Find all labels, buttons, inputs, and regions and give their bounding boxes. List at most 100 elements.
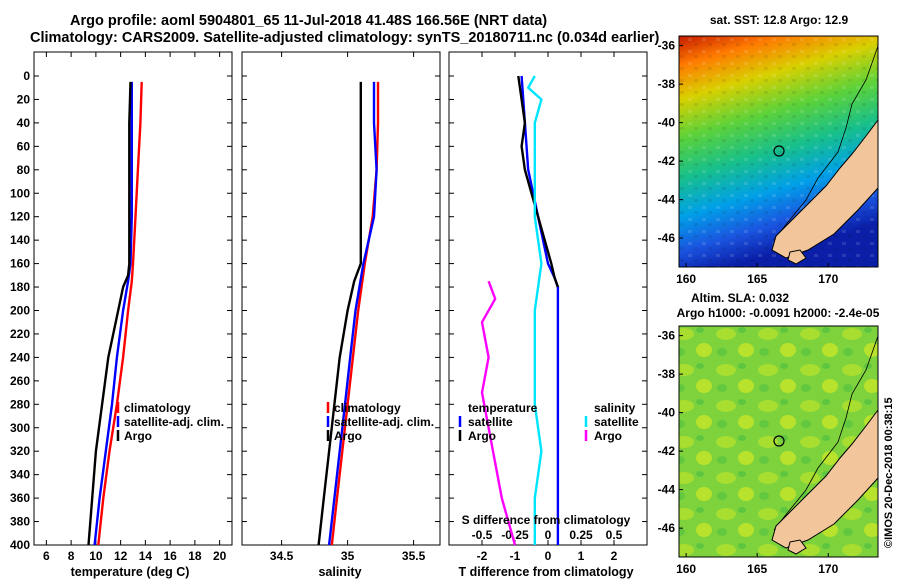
y-tick-label: 80 xyxy=(17,163,31,177)
map-x-tick-label: 165 xyxy=(747,562,767,576)
y-tick-label: 380 xyxy=(10,515,30,529)
legend-label-argo: Argo xyxy=(124,429,152,443)
y-tick-label: 180 xyxy=(10,280,30,294)
s-tick-label: -0.5 xyxy=(472,528,493,542)
x-tick-label: -1 xyxy=(510,549,521,563)
x-tick-label: 20 xyxy=(213,549,227,563)
map-y-tick-label: -44 xyxy=(658,193,676,207)
x-tick-label: 12 xyxy=(114,549,128,563)
y-tick-label: 20 xyxy=(17,92,31,106)
y-tick-label: 100 xyxy=(10,186,30,200)
map-y-tick-label: -38 xyxy=(658,367,676,381)
difference-panel: -2 -1 0 1 2 -0.5 -0.25 0 0.25 0.5 xyxy=(448,51,648,563)
y-tick-label: 240 xyxy=(10,350,30,364)
sla-argo-position-marker xyxy=(773,435,785,447)
sst-stewart-island xyxy=(787,249,807,265)
y-tick-label: 160 xyxy=(10,257,30,271)
y-tick-label: 140 xyxy=(10,233,30,247)
y-tick-label: 400 xyxy=(10,538,30,552)
sst-map-frame xyxy=(678,35,879,268)
series-line-satellite-adj-clim- xyxy=(93,81,134,546)
sla-map-title-1: Altim. SLA: 0.032 xyxy=(691,291,789,305)
s-difference-label: S difference from climatology xyxy=(462,513,631,527)
map-y-tick-label: -36 xyxy=(658,39,676,53)
series-line-argo xyxy=(317,81,362,546)
map-y-tick-label: -46 xyxy=(658,521,676,535)
s-tick-label: 0 xyxy=(545,528,552,542)
series-line-s-argo xyxy=(480,280,517,546)
series-line-climatology xyxy=(330,81,380,546)
map-y-tick-label: -42 xyxy=(658,444,676,458)
map-y-tick-label: -36 xyxy=(658,329,676,343)
sst-texture xyxy=(679,36,878,267)
series-line-s-satellite xyxy=(527,75,543,545)
y-tick-label: 120 xyxy=(10,210,30,224)
y-tick-label: 300 xyxy=(10,421,30,435)
imos-credit: ©IMOS 20-Dec-2018 00:38:15 xyxy=(883,397,895,548)
sst-map-axes: 160 165 170 -36 -38 -40 -42 -44 -46 xyxy=(658,39,839,286)
difference-plot-frame xyxy=(448,51,648,546)
sla-stewart-island xyxy=(787,539,807,555)
sst-land xyxy=(771,118,879,259)
x-tick-label: 14 xyxy=(139,549,153,563)
legend-label-climatology: climatology xyxy=(124,401,191,415)
x-tick-label: 8 xyxy=(68,549,75,563)
legend-label-satellite: satellite-adj. clim. xyxy=(124,415,224,429)
sla-coastline-shelf xyxy=(773,335,879,531)
temperature-panel: 0 20 40 60 80 100 120 140 160 180 200 220 240 260 280 3… xyxy=(10,51,233,563)
sla-map-axes: 160 165 170 -36 -38 -40 -42 -44 -46 xyxy=(658,329,839,576)
difference-legend: temperature satellite Argo salinity sate… xyxy=(458,401,639,443)
legend-label-argo: Argo xyxy=(334,429,362,443)
y-tick-label: 260 xyxy=(10,374,30,388)
temperature-legend: climatology satellite-adj. clim. Argo xyxy=(116,401,224,443)
salinity-xlabel: salinity xyxy=(318,565,361,579)
s-tick-label: 0.25 xyxy=(569,528,593,542)
legend-title-salinity: salinity xyxy=(594,401,636,415)
legend-label-s-argo: Argo xyxy=(594,429,622,443)
y-tick-label: 220 xyxy=(10,327,30,341)
legend-label-t-argo: Argo xyxy=(468,429,496,443)
map-y-tick-label: -46 xyxy=(658,231,676,245)
s-tick-label: 0.5 xyxy=(606,528,623,542)
sst-map-title: sat. SST: 12.8 Argo: 12.9 xyxy=(710,13,849,27)
temperature-xlabel: temperature (deg C) xyxy=(71,565,190,579)
legend-title-temperature: temperature xyxy=(468,401,538,415)
x-tick-label: 2 xyxy=(611,549,618,563)
legend-label-climatology: climatology xyxy=(334,401,401,415)
y-tick-label: 280 xyxy=(10,397,30,411)
legend-label-satellite: satellite-adj. clim. xyxy=(334,415,434,429)
sla-map-title-2: Argo h1000: -0.0091 h2000: -2.4e-05 xyxy=(677,306,880,320)
y-tick-label: 40 xyxy=(17,116,31,130)
series-line-argo xyxy=(87,81,132,546)
map-y-tick-label: -40 xyxy=(658,406,676,420)
series-line-t-argo xyxy=(517,75,560,288)
legend-label-t-satellite: satellite xyxy=(468,415,513,429)
title-line-1: Argo profile: aoml 5904801_65 11-Jul-201… xyxy=(70,13,547,29)
map-x-tick-label: 170 xyxy=(818,272,838,286)
series-line-climatology xyxy=(97,81,143,546)
sst-coastline-shelf xyxy=(773,45,879,241)
map-x-tick-label: 165 xyxy=(747,272,767,286)
sla-land xyxy=(771,408,879,549)
map-y-tick-label: -38 xyxy=(658,77,676,91)
y-tick-label: 340 xyxy=(10,468,30,482)
x-tick-label: 0 xyxy=(545,549,552,563)
y-tick-label: 320 xyxy=(10,444,30,458)
sla-map: Altim. SLA: 0.032 Argo h1000: -0.0091 h2… xyxy=(658,291,880,576)
title-line-2: Climatology: CARS2009. Satellite-adjuste… xyxy=(30,30,660,46)
x-tick-label: 18 xyxy=(188,549,202,563)
sst-map: sat. SST: 12.8 Argo: 12.9 160 165 170 -36 -3… xyxy=(658,13,879,286)
x-tick-label: 1 xyxy=(578,549,585,563)
salinity-legend: climatology satellite-adj. clim. Argo xyxy=(326,401,434,443)
map-x-tick-label: 170 xyxy=(818,562,838,576)
x-tick-label: 10 xyxy=(89,549,103,563)
difference-xlabel: T difference from climatology xyxy=(458,565,633,579)
sla-map-frame xyxy=(678,325,879,558)
y-tick-label: 200 xyxy=(10,304,30,318)
map-y-tick-label: -40 xyxy=(658,116,676,130)
series-line-satellite-adj-clim- xyxy=(327,81,378,546)
s-tick-label: -0.25 xyxy=(501,528,529,542)
map-x-tick-label: 160 xyxy=(676,562,696,576)
x-tick-label: 16 xyxy=(163,549,177,563)
map-x-tick-label: 160 xyxy=(676,272,696,286)
